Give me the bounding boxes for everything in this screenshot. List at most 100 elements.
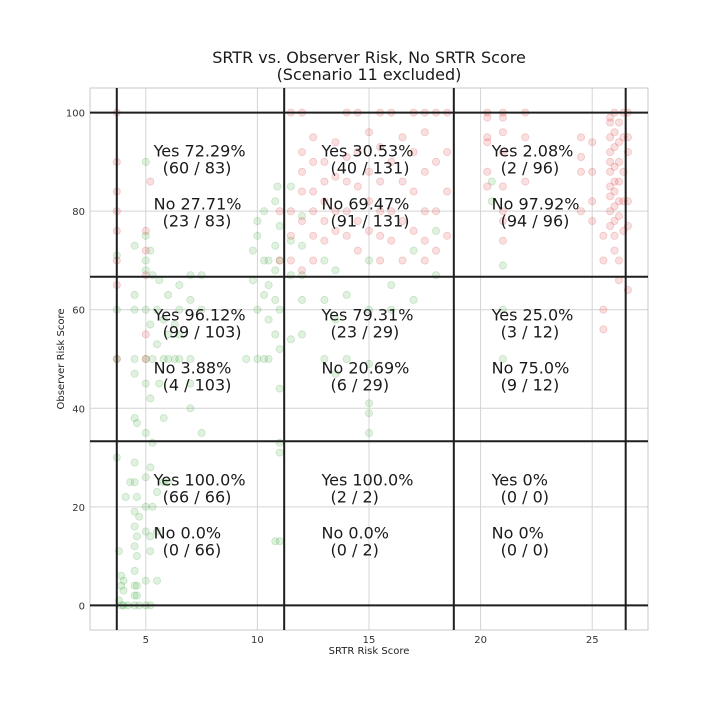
data-point [610, 143, 619, 152]
data-point [130, 478, 139, 487]
data-point [132, 492, 141, 501]
data-point [376, 207, 385, 216]
annotation-yes: Yes 30.53% [321, 142, 414, 161]
data-point [264, 256, 273, 265]
data-point [498, 128, 507, 137]
data-point [146, 394, 155, 403]
data-point [320, 354, 329, 363]
data-point [443, 148, 452, 157]
data-point [483, 138, 492, 147]
data-point [253, 305, 262, 314]
data-point [483, 182, 492, 191]
data-point [483, 133, 492, 142]
data-point [320, 236, 329, 245]
data-point [253, 354, 262, 363]
data-point [606, 113, 615, 122]
data-point [588, 216, 597, 225]
data-point [331, 172, 340, 181]
data-point [615, 197, 624, 206]
data-point [130, 566, 139, 575]
data-point [521, 177, 530, 186]
y-tick-label: 100 [66, 109, 85, 120]
data-point [275, 438, 284, 447]
data-point [141, 226, 150, 235]
data-point [606, 133, 615, 142]
data-point [260, 290, 269, 299]
data-point [577, 152, 586, 161]
data-point [130, 354, 139, 363]
y-tick-label: 0 [79, 601, 85, 612]
data-point [141, 379, 150, 388]
data-point [487, 197, 496, 206]
data-point [170, 320, 179, 329]
data-point [159, 414, 168, 423]
data-point [610, 216, 619, 225]
data-point [599, 231, 608, 240]
data-point [146, 463, 155, 472]
data-point [132, 581, 141, 590]
data-point [610, 128, 619, 137]
x-axis-label: SRTR Risk Score [329, 646, 410, 657]
data-point [588, 167, 597, 176]
data-point [376, 177, 385, 186]
data-point [286, 231, 295, 240]
data-point [253, 231, 262, 240]
data-point [309, 133, 318, 142]
data-point [130, 241, 139, 250]
data-point [387, 281, 396, 290]
data-point [132, 552, 141, 561]
data-point [130, 305, 139, 314]
annotation-no: No 75.0% [492, 359, 570, 378]
data-point [121, 492, 130, 501]
data-point [130, 414, 139, 423]
data-point [487, 177, 496, 186]
data-point [297, 241, 306, 250]
data-point [141, 576, 150, 585]
data-point [130, 290, 139, 299]
data-point [364, 167, 373, 176]
data-point [606, 118, 615, 127]
data-point [431, 226, 440, 235]
data-point [286, 207, 295, 216]
data-point [275, 345, 284, 354]
data-point [577, 133, 586, 142]
data-point [606, 207, 615, 216]
data-point [286, 271, 295, 280]
data-point [141, 256, 150, 265]
data-point [309, 157, 318, 166]
data-point [610, 162, 619, 171]
data-point [342, 354, 351, 363]
data-point [271, 266, 280, 275]
data-point [606, 157, 615, 166]
data-point [297, 148, 306, 157]
data-point [498, 261, 507, 270]
data-point [387, 207, 396, 216]
y-tick-label: 60 [72, 306, 85, 317]
data-point [588, 197, 597, 206]
data-point [331, 266, 340, 275]
data-point [498, 354, 507, 363]
data-point [398, 256, 407, 265]
annotation-yes-count: (99 / 103) [163, 323, 242, 342]
data-point [148, 354, 157, 363]
annotation-no: No 0.0% [154, 523, 222, 542]
data-point [297, 167, 306, 176]
data-point [376, 231, 385, 240]
data-point [521, 133, 530, 142]
data-point [498, 113, 507, 122]
annotation-yes: Yes 72.29% [153, 142, 246, 161]
data-point [342, 207, 351, 216]
data-point [387, 305, 396, 314]
data-point [152, 527, 161, 536]
data-point [599, 305, 608, 314]
y-axis-label: Observer Risk Score [56, 309, 67, 410]
data-point [186, 379, 195, 388]
data-point [610, 231, 619, 240]
data-point [141, 330, 150, 339]
data-point [431, 271, 440, 280]
data-point [431, 157, 440, 166]
data-point [483, 113, 492, 122]
x-tick-label: 10 [251, 635, 264, 646]
annotation-yes-count: (3 / 12) [501, 323, 560, 342]
y-tick-label: 40 [72, 404, 85, 415]
